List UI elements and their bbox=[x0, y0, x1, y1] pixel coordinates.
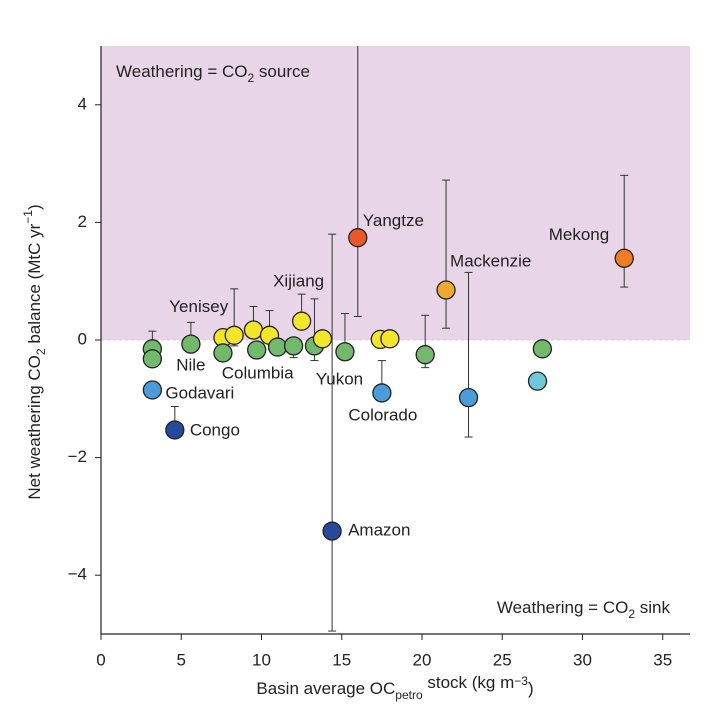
y-tick-label: 0 bbox=[78, 329, 87, 348]
point bbox=[436, 280, 456, 300]
point bbox=[247, 340, 267, 360]
annotation-sink: Weathering = CO2 sink bbox=[497, 598, 671, 621]
point-label: Colorado bbox=[348, 405, 417, 424]
point bbox=[312, 329, 333, 349]
point bbox=[291, 311, 312, 331]
point bbox=[527, 371, 548, 391]
point bbox=[243, 320, 264, 340]
point bbox=[614, 248, 634, 268]
point bbox=[372, 383, 392, 403]
point-label: Mackenzie bbox=[450, 252, 531, 271]
x-tick-label: 0 bbox=[96, 650, 105, 669]
y-tick-label: 4 bbox=[78, 94, 87, 113]
error-bar bbox=[328, 233, 337, 632]
point-label: Yukon bbox=[316, 369, 363, 388]
source-region bbox=[101, 46, 690, 340]
point-label: Congo bbox=[190, 420, 240, 439]
x-axis-label: Basin average OCpetro stock (kg m−3) bbox=[256, 673, 533, 702]
point bbox=[458, 387, 479, 408]
point bbox=[181, 334, 201, 354]
point bbox=[348, 228, 368, 248]
point bbox=[142, 349, 163, 369]
plot-area bbox=[142, 46, 634, 632]
y-tick-label: −4 bbox=[68, 565, 87, 584]
y-tick-label: 2 bbox=[78, 212, 87, 231]
point-label: Nile bbox=[176, 356, 205, 375]
x-tick-label: 25 bbox=[493, 650, 512, 669]
point bbox=[267, 337, 288, 357]
point bbox=[322, 521, 342, 541]
point bbox=[213, 343, 233, 363]
point-label: Xijiang bbox=[273, 272, 324, 291]
point bbox=[335, 342, 355, 362]
point-label: Yenisey bbox=[169, 297, 228, 316]
point-label: Columbia bbox=[222, 363, 294, 382]
x-tick-label: 30 bbox=[573, 650, 592, 669]
error-bar bbox=[442, 179, 451, 329]
annotation-source: Weathering = CO2 source bbox=[116, 62, 310, 85]
point bbox=[283, 336, 304, 356]
point-label: Yangtze bbox=[363, 211, 424, 230]
x-tick-label: 15 bbox=[332, 650, 351, 669]
point-label: Amazon bbox=[348, 521, 410, 540]
point bbox=[380, 329, 400, 349]
y-tick-label: −2 bbox=[68, 447, 87, 466]
x-tick-label: 35 bbox=[653, 650, 672, 669]
y-axis-label: Net weathering CO2 balance (MtC yr−1) bbox=[21, 204, 48, 499]
point-label: Mekong bbox=[549, 225, 609, 244]
point bbox=[415, 345, 435, 365]
x-tick-label: 5 bbox=[177, 650, 186, 669]
point bbox=[532, 339, 552, 359]
error-bar bbox=[620, 174, 629, 288]
point-label: Godavari bbox=[165, 383, 234, 402]
point bbox=[165, 420, 185, 440]
point bbox=[142, 380, 163, 400]
error-bar bbox=[464, 271, 473, 438]
error-bar bbox=[353, 46, 362, 317]
x-tick-label: 10 bbox=[252, 650, 271, 669]
x-tick-label: 20 bbox=[413, 650, 432, 669]
point bbox=[224, 325, 244, 345]
